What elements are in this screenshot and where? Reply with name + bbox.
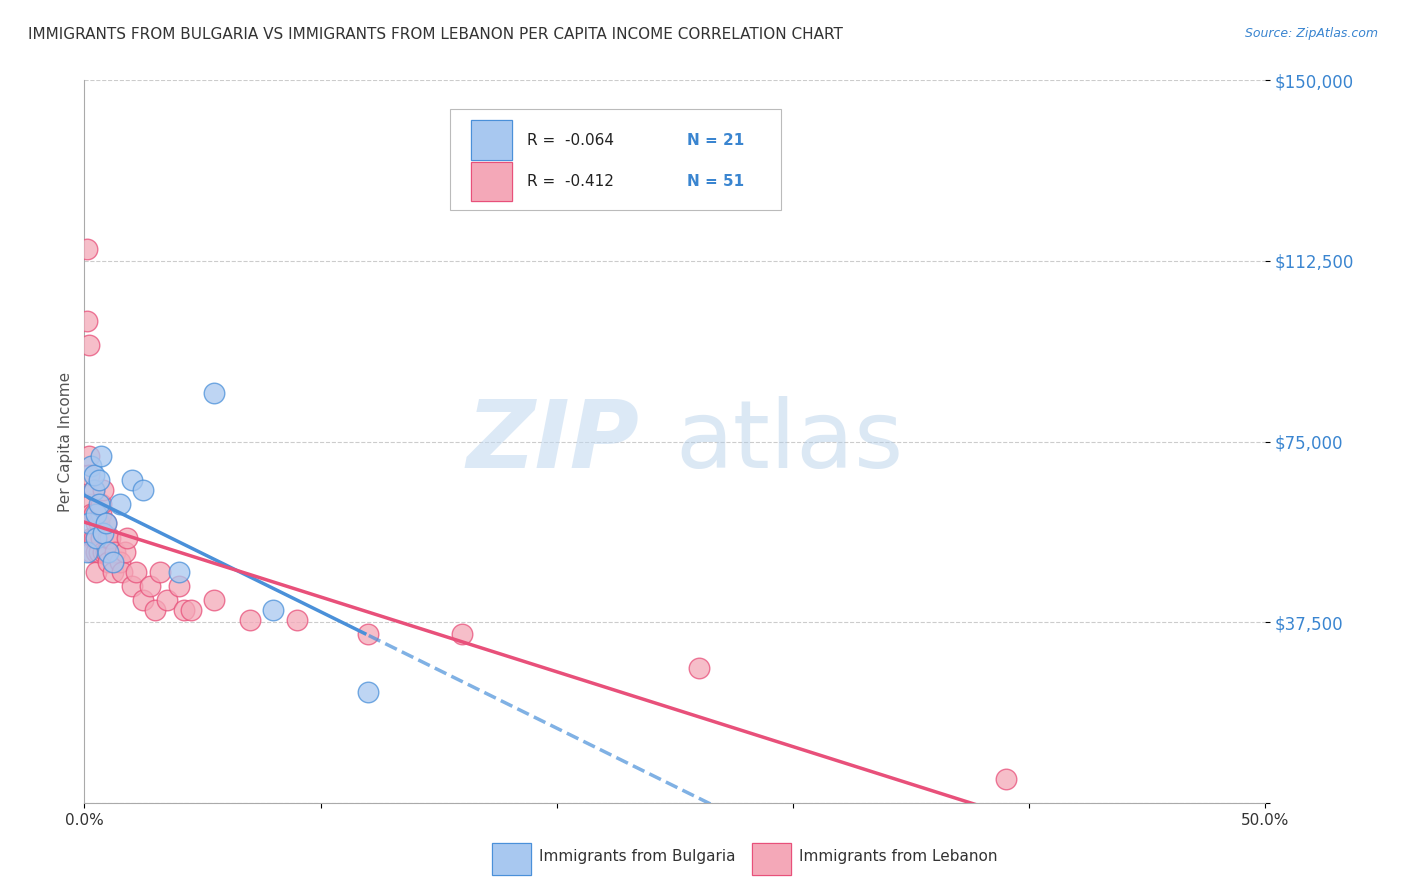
Text: Immigrants from Bulgaria: Immigrants from Bulgaria xyxy=(538,849,735,864)
Text: Immigrants from Lebanon: Immigrants from Lebanon xyxy=(799,849,997,864)
Bar xyxy=(752,843,790,875)
Text: N = 51: N = 51 xyxy=(686,174,744,189)
Point xyxy=(202,593,225,607)
Point xyxy=(80,497,103,511)
Point xyxy=(104,545,127,559)
FancyBboxPatch shape xyxy=(450,109,782,211)
Point xyxy=(121,579,143,593)
Point xyxy=(77,516,100,531)
Point xyxy=(114,545,136,559)
Point xyxy=(139,579,162,593)
Point xyxy=(80,507,103,521)
Point xyxy=(83,507,105,521)
Point xyxy=(125,565,148,579)
Point xyxy=(451,627,474,641)
Point xyxy=(285,613,308,627)
Point xyxy=(76,314,98,328)
Point xyxy=(173,603,195,617)
Point xyxy=(90,531,112,545)
Point xyxy=(167,579,190,593)
Text: IMMIGRANTS FROM BULGARIA VS IMMIGRANTS FROM LEBANON PER CAPITA INCOME CORRELATIO: IMMIGRANTS FROM BULGARIA VS IMMIGRANTS F… xyxy=(28,27,844,42)
Point xyxy=(115,531,138,545)
Point xyxy=(98,531,121,545)
Point xyxy=(357,627,380,641)
Point xyxy=(108,555,131,569)
Point xyxy=(84,507,107,521)
Point xyxy=(84,565,107,579)
Point xyxy=(132,593,155,607)
Point xyxy=(97,555,120,569)
Point xyxy=(84,531,107,545)
Point xyxy=(180,603,202,617)
Point xyxy=(90,497,112,511)
Text: R =  -0.064: R = -0.064 xyxy=(527,133,614,148)
Point xyxy=(84,516,107,531)
Bar xyxy=(752,843,790,875)
Point xyxy=(149,565,172,579)
Point xyxy=(76,545,98,559)
Bar xyxy=(492,843,531,875)
Bar xyxy=(492,843,531,875)
Point xyxy=(262,603,284,617)
Bar xyxy=(471,161,512,202)
Point xyxy=(202,386,225,401)
Point xyxy=(357,685,380,699)
Text: ZIP: ZIP xyxy=(467,395,640,488)
Point xyxy=(80,545,103,559)
Point xyxy=(83,468,105,483)
Text: atlas: atlas xyxy=(675,395,903,488)
Point xyxy=(77,449,100,463)
Point xyxy=(83,483,105,497)
Bar xyxy=(471,161,512,202)
Point xyxy=(80,531,103,545)
Point xyxy=(143,603,166,617)
Point xyxy=(90,449,112,463)
Text: R =  -0.412: R = -0.412 xyxy=(527,174,614,189)
Point xyxy=(77,338,100,352)
Point xyxy=(101,565,124,579)
Point xyxy=(87,473,110,487)
Point xyxy=(97,531,120,545)
Point xyxy=(80,458,103,473)
Point xyxy=(156,593,179,607)
Point xyxy=(91,526,114,541)
Point xyxy=(101,555,124,569)
Point xyxy=(83,483,105,497)
Point xyxy=(83,531,105,545)
Point xyxy=(94,516,117,531)
Point xyxy=(239,613,262,627)
Point xyxy=(94,545,117,559)
Point xyxy=(84,545,107,559)
Point xyxy=(167,565,190,579)
Point xyxy=(76,242,98,256)
Point xyxy=(108,497,131,511)
Point xyxy=(84,531,107,545)
Point xyxy=(132,483,155,497)
Text: N = 21: N = 21 xyxy=(686,133,744,148)
Point xyxy=(688,661,710,675)
Point xyxy=(121,473,143,487)
Bar xyxy=(471,120,512,161)
Point xyxy=(87,516,110,531)
Point xyxy=(111,565,134,579)
Point xyxy=(91,545,114,559)
Point xyxy=(90,507,112,521)
Point xyxy=(91,483,114,497)
Bar xyxy=(471,120,512,161)
Point xyxy=(87,545,110,559)
Point xyxy=(97,545,120,559)
Text: Source: ZipAtlas.com: Source: ZipAtlas.com xyxy=(1244,27,1378,40)
Point xyxy=(94,516,117,531)
Y-axis label: Per Capita Income: Per Capita Income xyxy=(58,371,73,512)
Point xyxy=(87,497,110,511)
Point xyxy=(994,772,1017,786)
Point xyxy=(77,468,100,483)
